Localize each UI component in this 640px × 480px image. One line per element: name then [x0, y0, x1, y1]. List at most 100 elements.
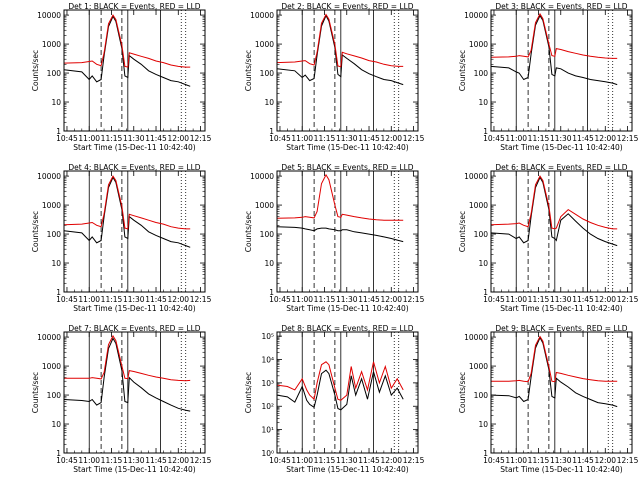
x-tick-label: 11:45 [572, 295, 594, 304]
y-axis-label: Counts/sec [31, 372, 40, 413]
y-tick-label: 10000 [37, 333, 61, 342]
y-axis-label: Counts/sec [244, 372, 253, 413]
panel-det-4: Det 4: BLACK = Events, RED = LLD 1 10 100 10… [31, 163, 212, 313]
y-tick-label: 10⁰ [261, 449, 274, 458]
x-tick-label: 11:15 [528, 134, 550, 143]
y-tick-label: 10000 [250, 11, 274, 20]
y-tick-label: 1 [269, 288, 274, 297]
x-tick-label: 10:45 [56, 134, 78, 143]
x-tick-label: 11:00 [78, 295, 100, 304]
plot-frame [63, 331, 206, 454]
x-tick-label: 12:00 [167, 456, 189, 465]
y-tick-label: 1 [483, 127, 488, 136]
y-tick-label: 10000 [37, 172, 61, 181]
x-tick-label: 11:15 [314, 134, 336, 143]
y-tick-label: 100 [474, 69, 489, 78]
x-tick-label: 12:15 [190, 295, 212, 304]
x-tick-label: 12:00 [594, 456, 616, 465]
panel-title: Det 8: BLACK = Events, RED = LLD [281, 324, 413, 333]
y-axis-label: Counts/sec [244, 50, 253, 91]
panel-title: Det 1: BLACK = Events, RED = LLD [68, 2, 200, 11]
x-tick-label: 11:15 [101, 295, 123, 304]
y-tick-label: 10⁴ [261, 355, 274, 364]
x-tick-label: 10:45 [56, 456, 78, 465]
y-tick-label: 10⁵ [261, 332, 274, 341]
plot-frame [276, 170, 419, 293]
series-line-events [490, 336, 618, 408]
x-tick-label: 11:30 [550, 456, 572, 465]
x-tick-label: 12:15 [617, 456, 639, 465]
y-tick-label: 10² [261, 402, 274, 411]
x-axis-label: Start Time (15-Dec-11 10:42:40) [286, 304, 408, 313]
x-tick-label: 12:00 [594, 134, 616, 143]
series-line-lld [490, 12, 618, 59]
x-tick-label: 11:30 [550, 134, 572, 143]
y-tick-label: 1000 [255, 201, 274, 210]
series-line-lld [64, 334, 191, 382]
y-tick-label: 1000 [42, 201, 61, 210]
y-tick-label: 1 [56, 127, 61, 136]
series-line-events [276, 369, 404, 411]
x-tick-label: 11:45 [358, 456, 380, 465]
plot-frame [63, 9, 206, 132]
y-tick-label: 1000 [42, 40, 61, 49]
x-tick-label: 10:45 [483, 134, 505, 143]
panel-title: Det 2: BLACK = Events, RED = LLD [281, 2, 413, 11]
x-tick-label: 12:15 [617, 134, 639, 143]
x-tick-label: 10:45 [56, 295, 78, 304]
y-axis-label: Counts/sec [244, 211, 253, 252]
y-tick-label: 10000 [250, 172, 274, 181]
y-tick-label: 1000 [42, 362, 61, 371]
y-tick-label: 10000 [37, 11, 61, 20]
series-line-events [63, 337, 191, 412]
x-tick-label: 11:00 [291, 134, 313, 143]
y-tick-label: 1 [483, 449, 488, 458]
y-tick-label: 100 [47, 230, 62, 239]
x-axis-label: Start Time (15-Dec-11 10:42:40) [73, 304, 195, 313]
x-tick-label: 12:00 [380, 295, 402, 304]
x-tick-label: 12:15 [403, 456, 425, 465]
series-line-lld [63, 175, 191, 230]
y-tick-label: 1000 [469, 201, 488, 210]
x-tick-label: 11:00 [505, 295, 527, 304]
x-tick-label: 12:00 [380, 134, 402, 143]
y-tick-label: 10000 [464, 333, 488, 342]
x-tick-label: 10:45 [269, 134, 291, 143]
x-tick-label: 11:15 [101, 456, 123, 465]
x-axis-label: Start Time (15-Dec-11 10:42:40) [286, 465, 408, 474]
y-tick-label: 100 [47, 69, 62, 78]
series-line-lld [276, 173, 404, 221]
y-tick-label: 100 [474, 391, 489, 400]
series-line-events [63, 15, 191, 87]
x-tick-label: 11:45 [358, 295, 380, 304]
panel-det-7: Det 7: BLACK = Events, RED = LLD 1 10 100 10… [31, 324, 212, 474]
y-tick-label: 10 [51, 259, 61, 268]
x-tick-label: 10:45 [483, 456, 505, 465]
series-line-lld [490, 175, 618, 230]
x-tick-label: 10:45 [269, 295, 291, 304]
plot-frame [490, 170, 633, 293]
x-tick-label: 11:30 [336, 456, 358, 465]
y-tick-label: 10 [51, 98, 61, 107]
panel-det-2: Det 2: BLACK = Events, RED = LLD 1 10 100 10… [244, 2, 425, 152]
x-tick-label: 11:00 [505, 134, 527, 143]
x-tick-label: 11:45 [572, 134, 594, 143]
x-axis-label: Start Time (15-Dec-11 10:42:40) [73, 465, 195, 474]
y-tick-label: 1 [483, 288, 488, 297]
x-tick-label: 11:45 [145, 134, 167, 143]
y-tick-label: 10 [264, 259, 274, 268]
x-tick-label: 12:15 [403, 134, 425, 143]
x-tick-label: 11:30 [123, 456, 145, 465]
x-tick-label: 12:00 [594, 295, 616, 304]
y-tick-label: 10 [51, 420, 61, 429]
panel-det-9: Det 9: BLACK = Events, RED = LLD 1 10 100 10… [458, 324, 639, 474]
x-axis-label: Start Time (15-Dec-11 10:42:40) [500, 304, 622, 313]
x-tick-label: 11:00 [291, 295, 313, 304]
plot-frame [490, 331, 633, 454]
y-tick-label: 100 [260, 69, 275, 78]
x-tick-label: 11:15 [528, 295, 550, 304]
y-axis-label: Counts/sec [458, 50, 467, 91]
panel-title: Det 4: BLACK = Events, RED = LLD [68, 163, 200, 172]
panel-title: Det 3: BLACK = Events, RED = LLD [495, 2, 627, 11]
